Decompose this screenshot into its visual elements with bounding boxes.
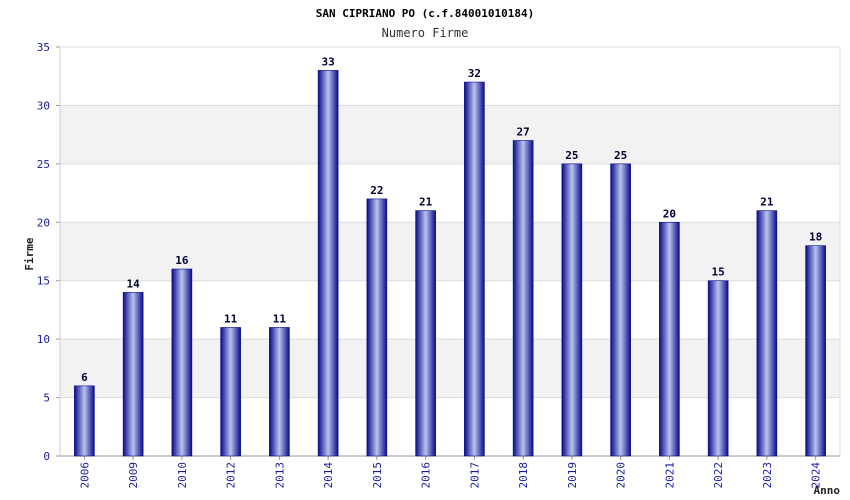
data-label-2018: 27 <box>517 125 530 138</box>
bar-2015 <box>366 198 388 457</box>
bar-2021 <box>659 221 680 457</box>
y-tick-label: 5 <box>43 392 50 405</box>
x-tick-label-2009: 2009 <box>127 462 140 489</box>
y-tick-label: 10 <box>37 333 50 346</box>
plot-band <box>60 105 840 164</box>
bar-2009 <box>122 292 144 457</box>
x-tick-label-2021: 2021 <box>663 462 676 489</box>
bar-2017 <box>464 81 485 457</box>
x-tick-label-2019: 2019 <box>566 462 579 489</box>
bar-2012 <box>220 327 241 457</box>
bar-2010 <box>171 268 193 457</box>
data-label-2020: 25 <box>614 149 627 162</box>
data-label-2009: 14 <box>127 277 141 290</box>
x-tick-label-2018: 2018 <box>517 462 530 489</box>
x-tick-labels: 2006 2009 2010 2012 2013 2014 2015 2016 2017 2018… <box>78 462 822 489</box>
data-label-2010: 16 <box>175 254 189 267</box>
bar-2020 <box>610 163 631 457</box>
data-label-2016: 21 <box>419 196 433 209</box>
y-tick-label: 20 <box>37 216 50 229</box>
plot-band <box>60 163 840 223</box>
data-label-2014: 33 <box>322 55 335 68</box>
y-tick-label: 15 <box>37 275 50 288</box>
bar-2023 <box>756 210 778 457</box>
data-label-2013: 11 <box>273 312 287 325</box>
data-labels: 6 14 16 11 11 33 22 21 32 27 25 25 20 15 21 18 <box>81 55 822 384</box>
x-axis-label: Anno <box>814 484 841 497</box>
x-tick-label-2024: 2024 <box>810 462 823 489</box>
data-label-2021: 20 <box>663 207 676 220</box>
data-label-2012: 11 <box>224 312 238 325</box>
y-tick-label: 0 <box>43 450 50 463</box>
chart-title: SAN CIPRIANO PO (c.f.84001010184) <box>316 7 535 20</box>
x-tick-label-2017: 2017 <box>468 462 481 489</box>
x-tick-label-2006: 2006 <box>78 462 91 489</box>
bar-2022 <box>707 280 729 457</box>
x-tick-label-2016: 2016 <box>420 462 433 489</box>
y-axis-label: Firme <box>23 237 36 270</box>
data-label-2006: 6 <box>81 371 88 384</box>
bar-2016 <box>415 210 436 457</box>
x-tick-label-2015: 2015 <box>371 462 384 489</box>
data-label-2017: 32 <box>468 67 481 80</box>
bar-2018 <box>512 140 534 457</box>
bar-2013 <box>269 327 290 457</box>
x-tick-label-2013: 2013 <box>273 462 286 489</box>
y-tick-label: 30 <box>37 99 50 112</box>
y-tick-label: 25 <box>37 158 50 171</box>
chart-subtitle: Numero Firme <box>382 26 469 40</box>
bar-2019 <box>561 163 583 457</box>
x-tick-label-2012: 2012 <box>225 462 238 489</box>
x-tick-label-2010: 2010 <box>176 462 189 489</box>
x-tick-label-2014: 2014 <box>322 462 335 489</box>
bar-2006 <box>74 385 95 457</box>
plot-band <box>60 47 840 106</box>
x-tick-label-2023: 2023 <box>761 462 774 489</box>
bars <box>74 70 826 457</box>
data-label-2023: 21 <box>760 196 774 209</box>
bar-2014 <box>317 70 339 457</box>
data-label-2022: 15 <box>712 266 725 279</box>
data-label-2015: 22 <box>370 184 383 197</box>
y-tick-labels: 0 5 10 15 20 25 30 35 <box>37 41 50 463</box>
x-tick-label-2020: 2020 <box>615 462 628 489</box>
data-label-2019: 25 <box>565 149 578 162</box>
data-label-2024: 18 <box>809 231 822 244</box>
x-tick-label-2022: 2022 <box>712 462 725 489</box>
y-tick-label: 35 <box>37 41 50 54</box>
bar-2024 <box>805 245 826 457</box>
